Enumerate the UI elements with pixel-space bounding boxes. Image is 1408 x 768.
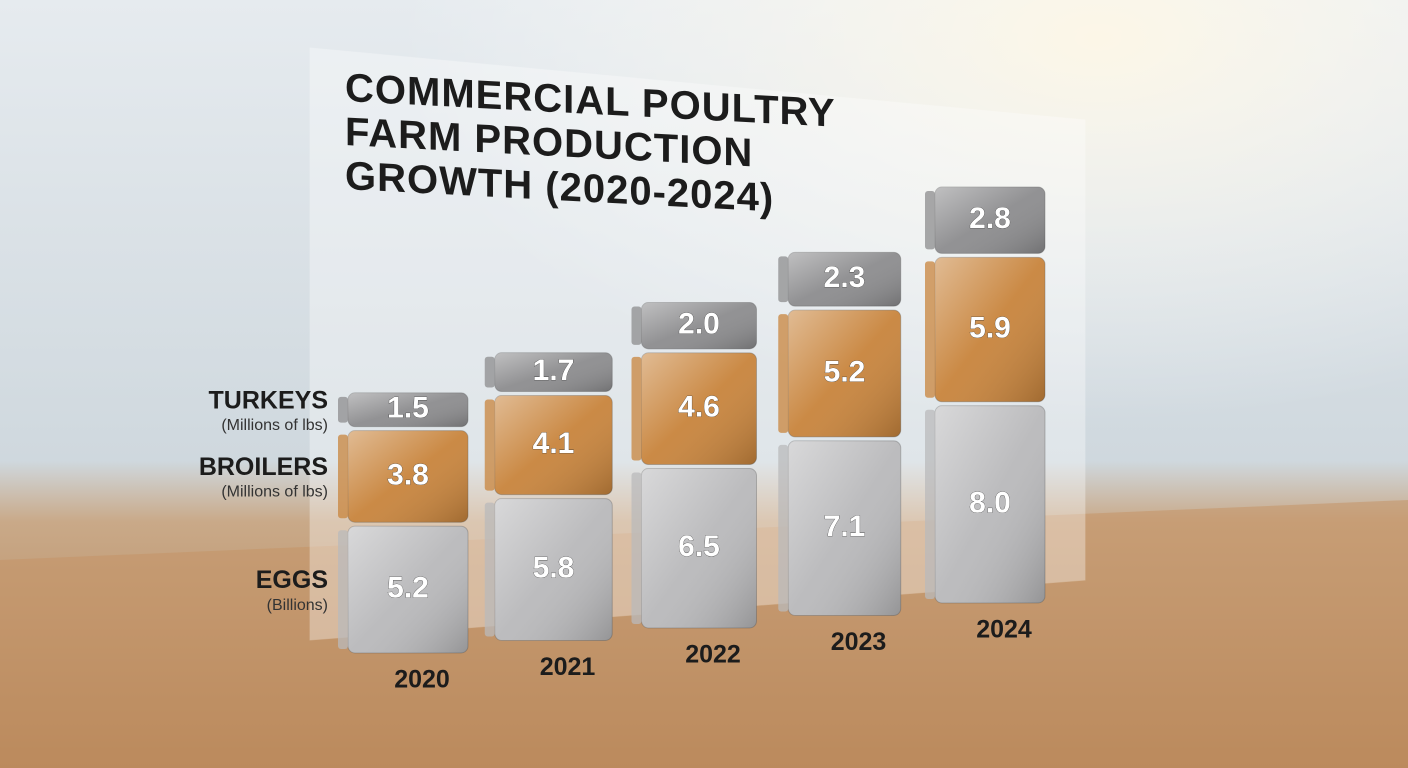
- segment-shine: [348, 392, 468, 427]
- segment-side: [338, 530, 348, 649]
- segment-shine: [641, 302, 757, 349]
- bars: 5.2 EGGS (Billions) 3.8 BROILERS (Millions of…: [199, 186, 1046, 694]
- segment-side: [631, 356, 642, 461]
- segment-side: [631, 472, 642, 624]
- segment-shine: [641, 352, 757, 465]
- x-tick-label: 2024: [976, 616, 1032, 644]
- data-label: 4.1: [533, 427, 575, 460]
- data-label: 2.8: [969, 202, 1011, 235]
- data-label: 2.3: [824, 261, 866, 294]
- segment-shine: [494, 352, 613, 392]
- data-label: 1.7: [533, 354, 575, 387]
- legend-label: EGGS: [256, 566, 328, 594]
- data-label: 5.2: [824, 355, 866, 388]
- data-label: 6.5: [678, 530, 720, 563]
- segment-side: [338, 434, 348, 519]
- data-label: 5.2: [387, 572, 429, 605]
- segment-shine: [494, 498, 613, 641]
- legend-unit: (Billions): [267, 597, 328, 614]
- data-label: 5.8: [533, 551, 575, 584]
- legend-unit: (Millions of lbs): [221, 484, 328, 501]
- legend-unit: (Millions of lbs): [221, 417, 328, 434]
- segment-side: [778, 444, 789, 612]
- segment-side: [484, 356, 495, 388]
- segment-shine: [935, 257, 1045, 402]
- segment-shine: [788, 440, 901, 616]
- segment-shine: [788, 310, 901, 437]
- x-tick-label: 2023: [831, 628, 887, 656]
- x-tick-label: 2022: [685, 641, 741, 669]
- data-label: 3.8: [387, 458, 429, 491]
- segment-shine: [348, 526, 468, 653]
- segment-side: [925, 261, 935, 398]
- data-label: 8.0: [969, 486, 1011, 519]
- x-tick-label: 2021: [540, 653, 596, 681]
- segment-side: [631, 306, 642, 345]
- legend-label: TURKEYS: [209, 386, 328, 414]
- x-tick-label: 2020: [394, 666, 450, 694]
- segment-shine: [935, 187, 1045, 254]
- legend-label: BROILERS: [199, 453, 328, 481]
- segment-shine: [935, 405, 1045, 603]
- segment-side: [338, 396, 348, 423]
- segment-shine: [641, 468, 757, 628]
- segment-side: [925, 191, 935, 250]
- data-label: 7.1: [824, 510, 866, 543]
- data-label: 1.5: [387, 392, 429, 425]
- segment-shine: [788, 252, 901, 307]
- data-label: 5.9: [969, 312, 1011, 345]
- segment-side: [484, 502, 495, 637]
- segment-side: [925, 409, 935, 599]
- segment-shine: [494, 395, 613, 495]
- data-label: 2.0: [678, 308, 720, 341]
- segment-shine: [348, 430, 468, 523]
- data-label: 4.6: [678, 391, 720, 424]
- segment-side: [778, 314, 789, 433]
- segment-side: [778, 256, 789, 303]
- segment-side: [484, 399, 495, 491]
- chart-title: COMMERCIAL POULTRY FARM PRODUCTION GROWT…: [345, 66, 835, 221]
